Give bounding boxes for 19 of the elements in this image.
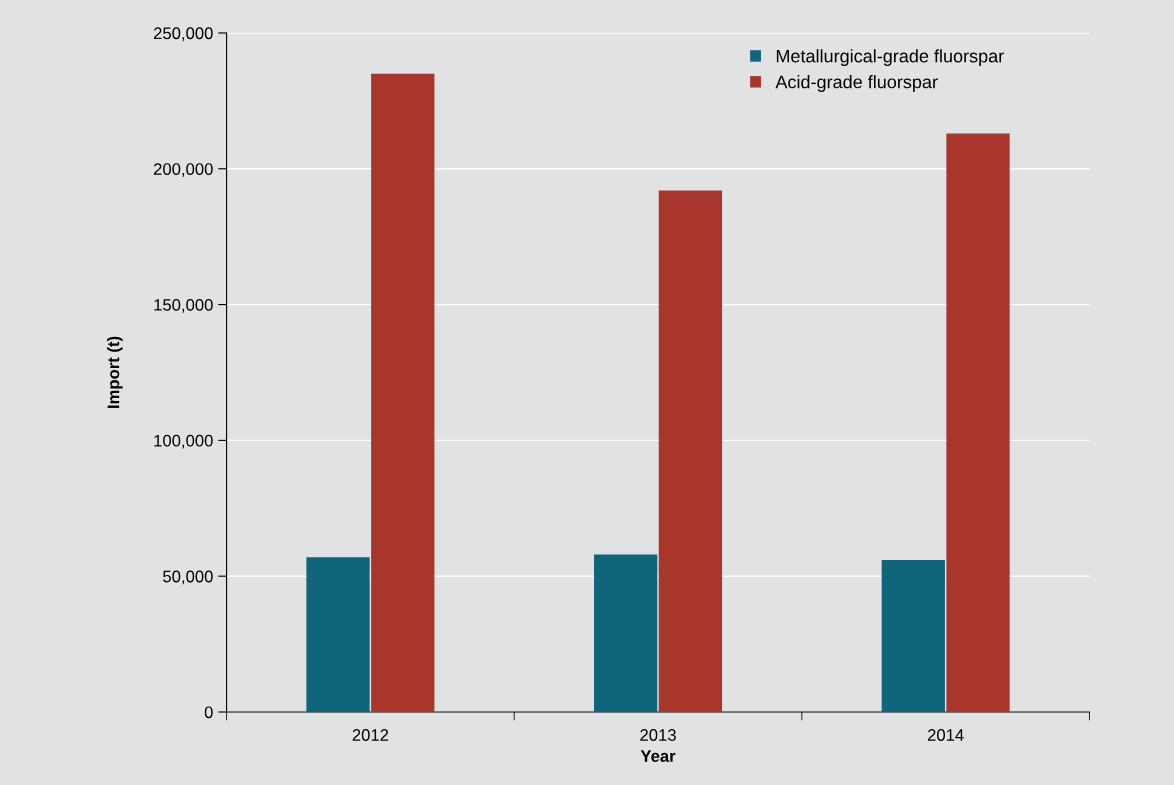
x-tick-label: 2014 bbox=[927, 729, 964, 741]
x-tick-label: 2012 bbox=[352, 729, 389, 741]
x-tick-label: 2013 bbox=[640, 729, 676, 741]
bar bbox=[946, 133, 1010, 712]
bar bbox=[594, 554, 658, 712]
y-axis-title: Import (t) bbox=[107, 336, 123, 408]
y-tick-label: 150,000 bbox=[154, 298, 213, 313]
x-axis-title: Year bbox=[640, 750, 676, 762]
y-tick-label: 0 bbox=[204, 706, 213, 719]
y-tick-label: 200,000 bbox=[153, 163, 213, 177]
y-tick-label: 50,000 bbox=[163, 570, 213, 585]
bar bbox=[306, 557, 370, 712]
bar bbox=[371, 73, 435, 712]
bar bbox=[658, 190, 723, 712]
y-tick-label: 100,000 bbox=[154, 434, 213, 449]
bar bbox=[881, 559, 945, 712]
legend-label: Metallurgical-grade fluorspar bbox=[776, 49, 1004, 67]
y-tick-label: 250,000 bbox=[153, 27, 213, 42]
legend-label: Acid-grade fluorspar bbox=[775, 75, 938, 92]
